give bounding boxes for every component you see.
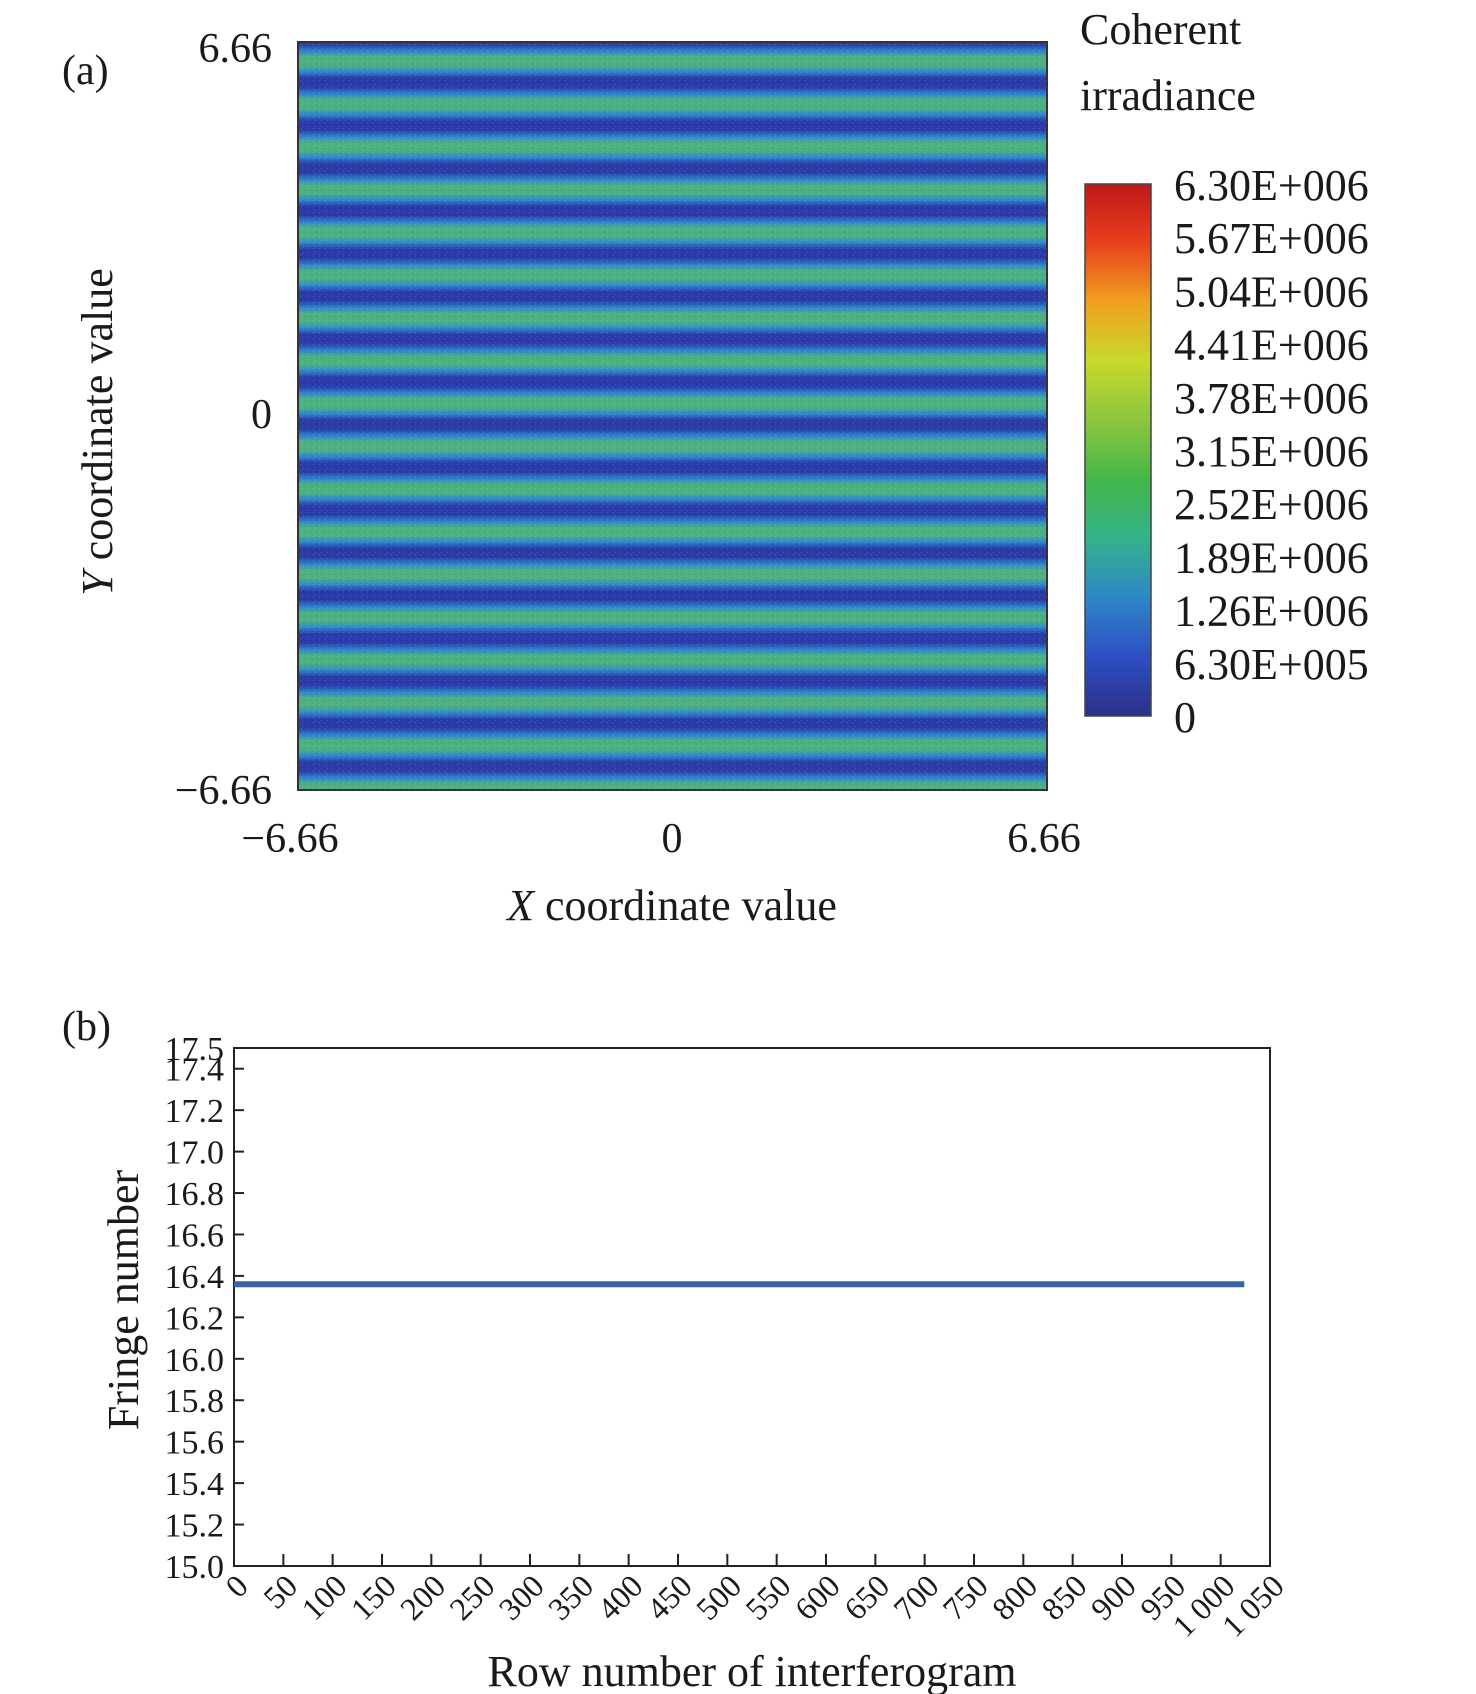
heatmap-x-tick-middle: 0 bbox=[662, 816, 683, 862]
line-y-tick-label: 17.4 bbox=[165, 1052, 225, 1089]
heatmap-x-tick-right: 6.66 bbox=[1007, 816, 1081, 862]
line-y-tick-label: 15.8 bbox=[165, 1383, 225, 1420]
line-x-tick-label: 450 bbox=[640, 1567, 699, 1626]
line-x-tick-label: 100 bbox=[294, 1567, 353, 1626]
line-x-tick-label: 50 bbox=[256, 1567, 304, 1615]
heatmap-y-tick-middle: 0 bbox=[251, 392, 272, 438]
heatmap-y-tick-top: 6.66 bbox=[199, 26, 273, 72]
line-x-tick-label: 500 bbox=[689, 1567, 748, 1626]
heatmap-speckle bbox=[298, 42, 1047, 790]
line-y-tick-label: 17.0 bbox=[165, 1135, 225, 1172]
line-plot-frame bbox=[233, 1047, 1271, 1567]
line-y-tick-label: 16.4 bbox=[165, 1259, 225, 1296]
line-x-tick-label: 550 bbox=[738, 1567, 797, 1626]
line-y-tick-label: 17.2 bbox=[165, 1093, 225, 1130]
line-y-tick-label: 16.6 bbox=[165, 1218, 225, 1255]
colorbar-title-line2: irradiance bbox=[1080, 71, 1256, 120]
colorbar-tick-label: 5.04E+006 bbox=[1174, 267, 1369, 316]
panel-a-y-axis-label-italic: Y bbox=[73, 567, 122, 596]
colorbar-tick-label: 6.30E+005 bbox=[1174, 640, 1369, 689]
panel-a-label: (a) bbox=[62, 48, 109, 94]
colorbar-title-line1: Coherent bbox=[1080, 5, 1241, 54]
colorbar-tick-label: 1.26E+006 bbox=[1174, 587, 1369, 636]
panel-b-x-axis-label: Row number of interferogram bbox=[487, 1647, 1016, 1694]
colorbar-tick-label: 3.15E+006 bbox=[1174, 427, 1369, 476]
line-y-tick-label: 17.5 bbox=[165, 1031, 225, 1068]
panel-b-label: (b) bbox=[62, 1004, 111, 1050]
colorbar-tick-label: 6.30E+006 bbox=[1174, 161, 1369, 210]
line-x-tick-label: 300 bbox=[492, 1567, 551, 1626]
line-x-tick-label: 850 bbox=[1034, 1567, 1093, 1626]
line-y-tick-label: 15.0 bbox=[165, 1549, 225, 1586]
panel-b-y-axis-label: Fringe number bbox=[99, 1170, 148, 1431]
line-x-tick-label: 650 bbox=[837, 1567, 896, 1626]
panel-a-heatmap: (a) Y coordinate value 6.66 0 −6.66 −6.6… bbox=[62, 5, 1369, 930]
heatmap-plot-area bbox=[297, 41, 1048, 791]
panel-a-x-axis-label-rest: coordinate value bbox=[534, 881, 837, 930]
line-x-tick-label: 250 bbox=[442, 1567, 501, 1626]
line-x-tick-label: 900 bbox=[1084, 1567, 1143, 1626]
line-y-tick-label: 16.0 bbox=[165, 1342, 225, 1379]
panel-b-line-chart: (b) Fringe number 17.517.4 17.2 17.0 16.8 16… bbox=[62, 1004, 1291, 1694]
colorbar-tick-label: 3.78E+006 bbox=[1174, 374, 1369, 423]
line-y-tick-label: 15.6 bbox=[165, 1425, 225, 1462]
colorbar-tick-label: 2.52E+006 bbox=[1174, 480, 1369, 529]
panel-a-y-axis-label: Y coordinate value bbox=[73, 268, 122, 595]
line-x-tick-label: 400 bbox=[590, 1567, 649, 1626]
colorbar-tick-label: 0 bbox=[1174, 693, 1196, 742]
line-y-tick-label: 15.2 bbox=[165, 1508, 225, 1545]
line-x-ticks: 0 501001502002503003504004505005506006507… bbox=[218, 1554, 1291, 1644]
line-x-tick-label: 750 bbox=[936, 1567, 995, 1626]
line-x-tick-label: 700 bbox=[886, 1567, 945, 1626]
heatmap-x-tick-left: −6.66 bbox=[241, 816, 338, 862]
line-y-ticks: 17.517.4 17.2 17.0 16.8 16.6 16.4 16.2 16.0 15.8… bbox=[165, 1031, 244, 1586]
line-x-tick-label: 200 bbox=[393, 1567, 452, 1626]
colorbar: Coherent irradiance 6.30E+0065.67E+0065.… bbox=[1080, 5, 1369, 742]
panel-a-y-axis-label-rest: coordinate value bbox=[73, 268, 122, 571]
colorbar-tick-label: 5.67E+006 bbox=[1174, 214, 1369, 263]
colorbar-tick-label: 1.89E+006 bbox=[1174, 533, 1369, 582]
line-x-tick-label: 350 bbox=[541, 1567, 600, 1626]
panel-a-x-axis-label: X coordinate value bbox=[505, 881, 837, 930]
heatmap-y-tick-bottom: −6.66 bbox=[175, 768, 272, 814]
heatmap-frame bbox=[297, 41, 1048, 791]
panel-a-x-axis-label-italic: X bbox=[505, 881, 536, 930]
line-x-tick-label: 800 bbox=[985, 1567, 1044, 1626]
line-y-tick-label: 15.4 bbox=[165, 1466, 225, 1503]
colorbar-tick-label: 4.41E+006 bbox=[1174, 321, 1369, 370]
line-y-tick-label: 16.2 bbox=[165, 1300, 225, 1337]
line-x-tick-label: 150 bbox=[344, 1567, 403, 1626]
line-x-tick-label: 600 bbox=[788, 1567, 847, 1626]
line-y-tick-label: 16.8 bbox=[165, 1176, 225, 1213]
colorbar-gradient bbox=[1084, 183, 1152, 717]
